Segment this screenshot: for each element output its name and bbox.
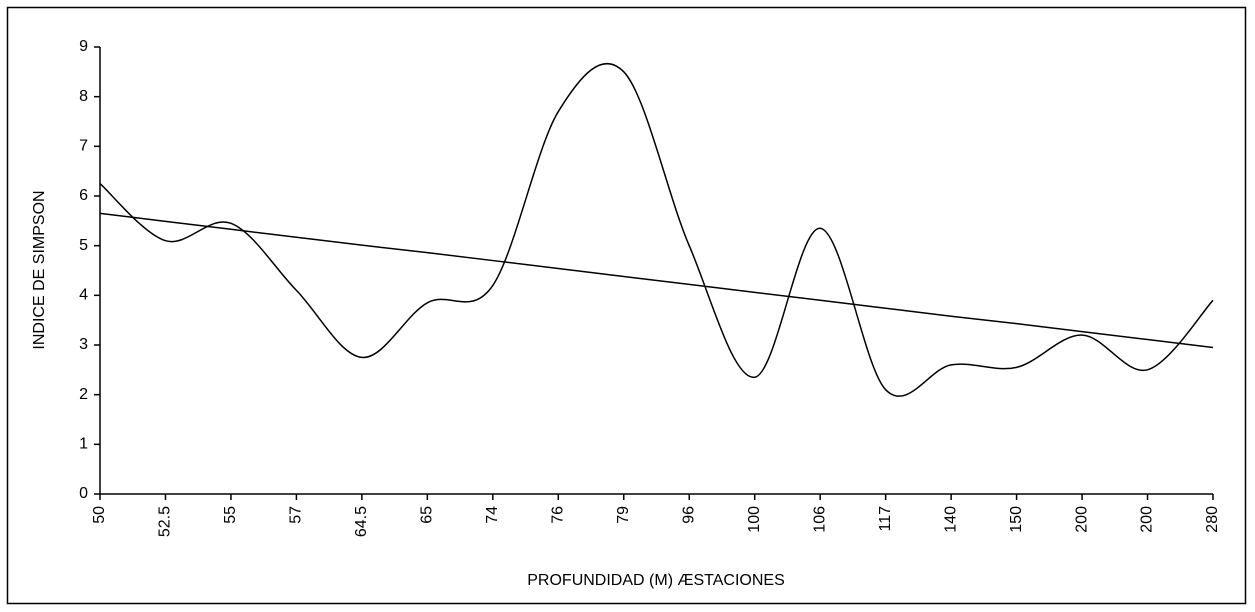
x-tick-label: 150	[1008, 506, 1025, 533]
x-tick-label: 55	[222, 506, 239, 524]
x-tick-label: 140	[942, 506, 959, 533]
x-tick-label: 64.5	[353, 506, 370, 537]
x-tick-label: 76	[550, 506, 567, 524]
y-tick-label: 8	[79, 88, 88, 105]
trend-line	[99, 212, 1214, 349]
y-tick-label: 5	[79, 237, 88, 254]
y-tick-label: 6	[79, 187, 88, 204]
data-line	[99, 62, 1214, 397]
x-tick-label: 74	[484, 506, 501, 524]
y-tick-label: 7	[79, 138, 88, 155]
x-tick-label: 106	[811, 506, 828, 533]
x-tick-label: 200	[1073, 506, 1090, 533]
x-tick-label: 50	[91, 506, 108, 524]
x-tick-label: 57	[288, 506, 305, 524]
y-tick-label: 1	[79, 436, 88, 453]
chart-frame	[6, 6, 1247, 605]
y-axis-label: INDICE DE SIMPSON	[31, 190, 48, 349]
x-tick-label: 117	[877, 506, 894, 532]
x-tick-label: 52.5	[157, 506, 174, 537]
y-tick-label: 2	[79, 386, 88, 403]
x-tick-label: 280	[1204, 506, 1221, 533]
x-tick-label: 96	[680, 506, 697, 524]
y-tick-label: 0	[79, 485, 88, 502]
x-tick-label: 65	[419, 506, 436, 524]
x-tick-label: 200	[1139, 506, 1156, 533]
x-tick-label: 100	[746, 506, 763, 533]
y-tick-label: 3	[79, 336, 88, 353]
x-axis-label: PROFUNDIDAD (M) ÆSTACIONES	[527, 572, 784, 589]
x-tick-label: 79	[615, 506, 632, 524]
y-tick-label: 4	[79, 287, 88, 304]
y-tick-label: 9	[79, 38, 88, 55]
